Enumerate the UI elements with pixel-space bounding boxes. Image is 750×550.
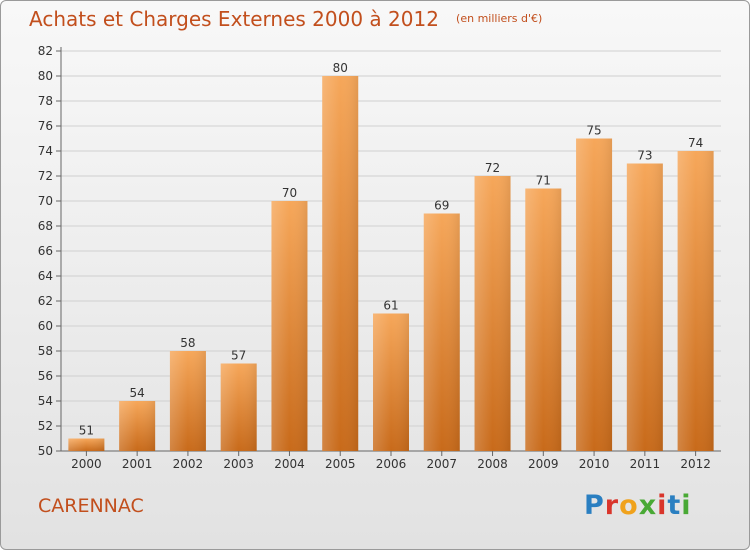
y-tick-label: 66 [38, 244, 53, 258]
logo-letter: i [657, 490, 668, 521]
logo-letter: P [584, 490, 605, 521]
logo-letter: x [638, 490, 658, 521]
x-tick-label-2000: 2000 [71, 457, 102, 471]
x-tick-label-2007: 2007 [426, 457, 457, 471]
y-tick-label: 70 [38, 194, 53, 208]
data-label-2005: 80 [333, 61, 348, 75]
y-tick-label: 60 [38, 319, 53, 333]
y-tick-label: 56 [38, 369, 53, 383]
bar-shade-2009 [525, 188, 562, 451]
bar-shade-2008 [474, 176, 511, 451]
y-tick-label: 76 [38, 119, 53, 133]
bar-shade-2000 [68, 438, 105, 451]
y-tick-label: 80 [38, 69, 53, 83]
data-label-2011: 73 [637, 149, 652, 163]
commune-name: CARENNAC [38, 495, 144, 517]
data-label-2004: 70 [282, 186, 297, 200]
data-label-2008: 72 [485, 161, 500, 175]
proxiti-logo[interactable]: Proxiti [584, 490, 692, 521]
logo-letter: t [667, 490, 682, 521]
y-tick-label: 58 [38, 344, 53, 358]
x-tick-label-2009: 2009 [528, 457, 559, 471]
data-label-2012: 74 [688, 136, 703, 150]
bar-shade-2010 [576, 138, 613, 451]
data-label-2009: 71 [536, 174, 551, 188]
data-label-2000: 51 [79, 424, 94, 438]
bar-shade-2005 [322, 76, 359, 451]
x-tick-label-2005: 2005 [325, 457, 356, 471]
logo-letter: i [681, 490, 692, 521]
data-label-2006: 61 [383, 299, 398, 313]
bar-shade-2011 [626, 163, 663, 451]
data-label-2010: 75 [586, 124, 601, 138]
y-tick-label: 68 [38, 219, 53, 233]
bars: 51 54 58 57 70 80 61 69 72 71 75 73 74 [68, 61, 714, 451]
y-tick-label: 52 [38, 419, 53, 433]
x-tick-label-2008: 2008 [477, 457, 508, 471]
data-label-2001: 54 [130, 386, 145, 400]
y-tick-label: 64 [38, 269, 53, 283]
x-tick-label-2003: 2003 [223, 457, 254, 471]
y-tick-label: 72 [38, 169, 53, 183]
bar-shade-2006 [373, 313, 409, 451]
data-label-2002: 58 [180, 336, 195, 350]
chart-title-row: Achats et Charges Externes 2000 à 2012 (… [29, 7, 542, 31]
x-axis: 2000 2001 2002 2003 2004 2005 2006 2007 2008 2009… [71, 451, 711, 471]
y-tick-label: 50 [38, 444, 53, 458]
chart-unit: (en milliers d'€) [456, 12, 543, 25]
data-label-2007: 69 [434, 199, 449, 213]
bar-shade-2002 [169, 351, 206, 451]
bar-shade-2004 [271, 201, 308, 451]
y-tick-label: 74 [38, 144, 53, 158]
chart-title: Achats et Charges Externes 2000 à 2012 [29, 7, 439, 31]
x-tick-label-2006: 2006 [376, 457, 407, 471]
x-tick-label-2002: 2002 [173, 457, 204, 471]
x-tick-label-2010: 2010 [579, 457, 610, 471]
y-tick-label: 54 [38, 394, 53, 408]
x-tick-label-2011: 2011 [630, 457, 661, 471]
y-tick-label: 78 [38, 94, 53, 108]
x-tick-label-2004: 2004 [274, 457, 305, 471]
data-label-2003: 57 [231, 349, 246, 363]
logo-letter: o [619, 490, 639, 521]
y-tick-label: 82 [38, 44, 53, 58]
x-tick-label-2001: 2001 [122, 457, 153, 471]
bar-shade-2012 [677, 151, 714, 451]
y-tick-label: 62 [38, 294, 53, 308]
bar-shade-2001 [119, 401, 156, 451]
logo-letter: r [604, 490, 620, 521]
x-tick-label-2012: 2012 [680, 457, 711, 471]
bar-shade-2003 [220, 363, 257, 451]
bar-shade-2007 [423, 213, 460, 451]
